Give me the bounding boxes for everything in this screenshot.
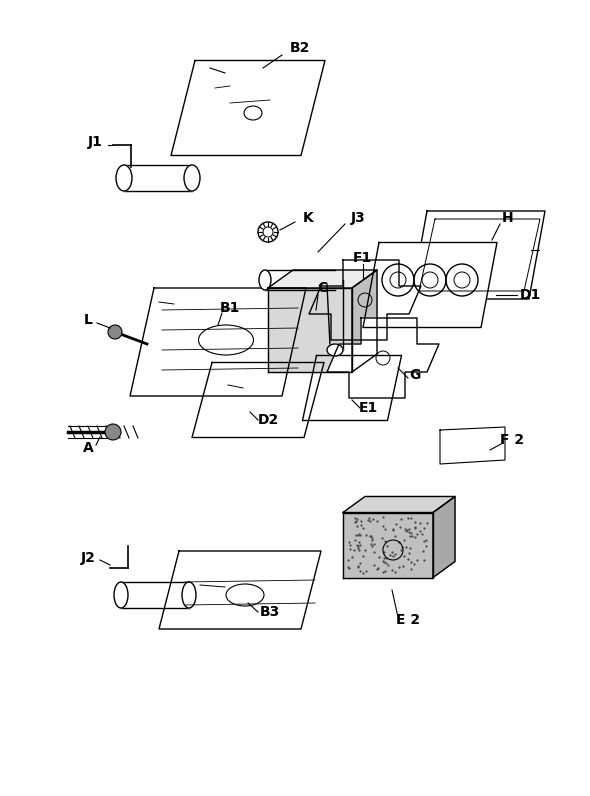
Text: C: C (317, 281, 327, 295)
Text: D2: D2 (257, 413, 278, 427)
Polygon shape (440, 427, 505, 464)
Circle shape (105, 424, 121, 440)
Polygon shape (343, 497, 455, 513)
Polygon shape (268, 288, 352, 372)
Text: G: G (409, 368, 421, 382)
Text: H: H (502, 211, 514, 225)
Text: B2: B2 (290, 41, 310, 55)
Ellipse shape (114, 582, 128, 608)
Polygon shape (303, 356, 402, 420)
Polygon shape (309, 260, 421, 340)
Polygon shape (352, 270, 377, 372)
Text: F1: F1 (352, 251, 372, 265)
Text: D1: D1 (519, 288, 540, 302)
Polygon shape (411, 211, 545, 299)
Text: J3: J3 (350, 211, 365, 225)
Ellipse shape (182, 582, 196, 608)
Polygon shape (124, 165, 192, 191)
Ellipse shape (259, 270, 271, 290)
Text: J2: J2 (81, 551, 96, 565)
Text: E1: E1 (358, 401, 378, 415)
Text: eReplacementParts.com: eReplacementParts.com (227, 390, 363, 400)
Text: B3: B3 (260, 605, 280, 619)
Polygon shape (327, 318, 439, 398)
Polygon shape (433, 497, 455, 578)
Polygon shape (363, 243, 497, 327)
Ellipse shape (184, 165, 200, 191)
Text: F 2: F 2 (500, 433, 524, 447)
Text: B1: B1 (220, 301, 240, 315)
Polygon shape (268, 270, 377, 288)
Text: A: A (83, 441, 93, 455)
Polygon shape (159, 551, 321, 629)
Text: K: K (303, 211, 313, 225)
Text: L: L (84, 313, 93, 327)
Polygon shape (130, 288, 306, 396)
Ellipse shape (327, 344, 343, 356)
Polygon shape (343, 513, 433, 578)
Text: J1: J1 (87, 135, 103, 149)
Text: E 2: E 2 (396, 613, 420, 627)
Polygon shape (171, 60, 325, 155)
Polygon shape (192, 362, 324, 438)
Circle shape (108, 325, 122, 339)
Polygon shape (121, 582, 189, 608)
Circle shape (258, 222, 278, 242)
Ellipse shape (116, 165, 132, 191)
